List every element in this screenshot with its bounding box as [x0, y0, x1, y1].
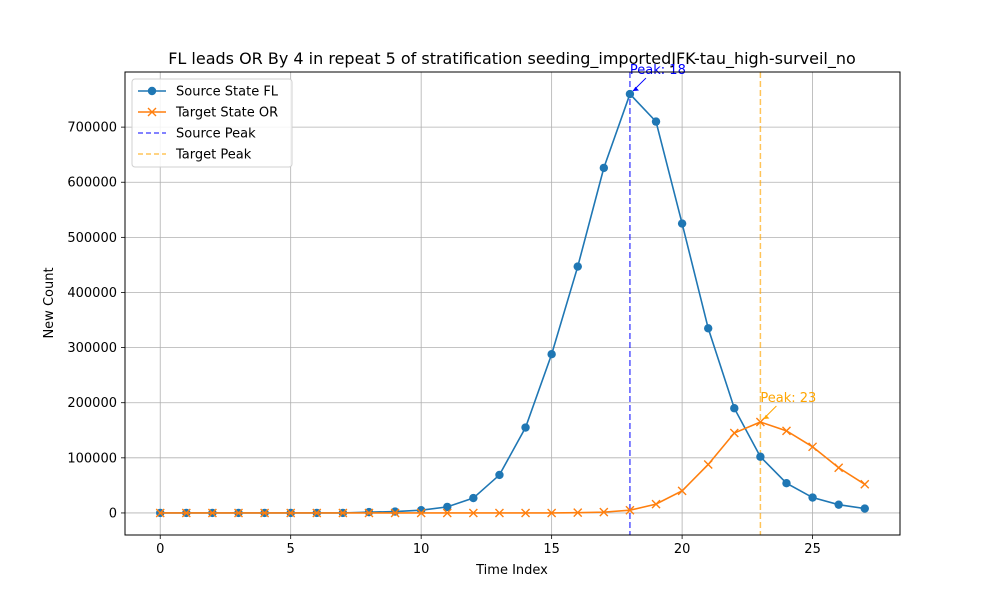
data-point: [495, 470, 504, 480]
legend-label: Source Peak: [176, 127, 256, 142]
data-point: [704, 324, 713, 333]
x-axis-title: Time Index: [475, 563, 548, 578]
data-point: [390, 507, 400, 516]
annotation-arrowhead: [632, 86, 639, 92]
x-tick-label: 10: [413, 542, 430, 557]
legend-marker: [147, 107, 157, 117]
data-point: [834, 500, 843, 509]
data-point: [625, 505, 635, 515]
annotations: Peak: 18 Peak: 23: [630, 63, 816, 420]
legend-marker: [147, 86, 157, 96]
y-tick-label: 700000: [67, 121, 117, 136]
data-point: [521, 508, 531, 518]
data-point: [730, 404, 739, 413]
data-point: [207, 508, 217, 518]
x-tick-label: 0: [156, 542, 164, 557]
data-point: [599, 507, 609, 517]
y-tick-label: 300000: [67, 341, 117, 356]
data-point: [155, 508, 165, 518]
data-point: [677, 219, 687, 228]
peak-lines: [629, 72, 762, 535]
data-point: [312, 508, 322, 518]
data-point: [547, 508, 557, 518]
data-point: [703, 459, 713, 469]
annotation-label: Peak: 23: [760, 391, 816, 406]
data-point: [181, 508, 191, 518]
plot-frame: [124, 71, 901, 536]
series-line: [160, 421, 866, 514]
data-point: [860, 479, 870, 489]
data-point: [260, 508, 270, 518]
data-point: [573, 508, 583, 518]
legend-box: [131, 78, 293, 168]
y-tick-label: 200000: [67, 396, 117, 411]
x-tick-label: 20: [674, 542, 691, 557]
data-point: [808, 442, 818, 452]
x-tick-label: 5: [287, 542, 295, 557]
data-point: [755, 417, 765, 427]
data-point: [781, 426, 791, 436]
data-point: [286, 508, 296, 518]
y-tick-label: 100000: [67, 451, 117, 466]
data-point: [416, 508, 426, 518]
data-point: [234, 508, 244, 518]
data-point: [521, 423, 530, 432]
data-point: [599, 163, 609, 173]
data-point: [808, 493, 817, 502]
data-point: [860, 504, 869, 513]
data-point: [625, 89, 635, 99]
data-point: [677, 486, 687, 496]
legend-label: Target State OR: [175, 106, 278, 121]
x-tick-label: 25: [804, 542, 821, 557]
annotation-arrowhead: [763, 414, 770, 420]
data-point: [468, 508, 478, 518]
data-point: [469, 493, 478, 503]
data-point: [494, 508, 504, 518]
data-point: [756, 452, 765, 461]
y-tick-label: 500000: [67, 231, 117, 246]
data-point: [443, 502, 452, 512]
legend-label: Source State FL: [176, 85, 279, 100]
data-point: [729, 428, 739, 438]
chart-title: FL leads OR By 4 in repeat 5 of stratifi…: [168, 49, 856, 69]
y-tick-label: 600000: [67, 176, 117, 191]
data-point: [442, 508, 452, 518]
data-point: [834, 463, 844, 473]
legend-label: Target Peak: [175, 148, 252, 163]
data-point: [651, 499, 661, 509]
data-point: [547, 350, 556, 359]
legend: Source State FL Target State OR Source Pea…: [131, 78, 293, 168]
data-point: [390, 508, 400, 518]
x-tick-label: 15: [543, 542, 560, 557]
data-point: [338, 508, 348, 518]
y-axis-title: New Count: [42, 267, 57, 338]
y-axis: 0 100000 200000 300000 400000 500000 600000 700…: [67, 121, 125, 521]
data-point: [651, 117, 661, 126]
grid: [125, 72, 900, 535]
x-axis: 0 5 10 15 20 25: [156, 535, 821, 557]
data-point: [782, 478, 791, 488]
series-layer: [155, 89, 870, 518]
y-tick-label: 400000: [67, 286, 117, 301]
data-point: [573, 262, 582, 271]
y-tick-label: 0: [109, 506, 117, 521]
data-point: [364, 508, 374, 518]
annotation-label: Peak: 18: [630, 63, 686, 78]
